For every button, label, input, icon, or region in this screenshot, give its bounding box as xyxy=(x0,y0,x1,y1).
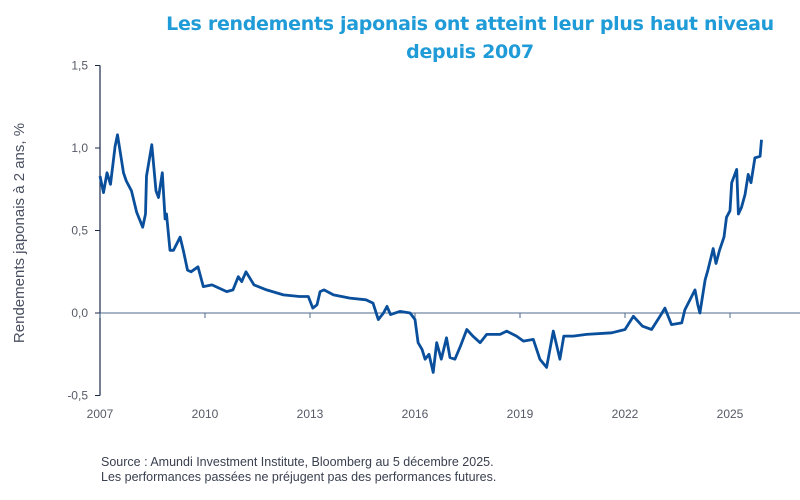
x-tick-label: 2025 xyxy=(717,407,744,421)
y-tick-label: 0,0 xyxy=(71,306,88,320)
y-tick-label: 1,0 xyxy=(71,141,88,155)
x-tick-label: 2007 xyxy=(87,407,114,421)
chart-title-line-1: Les rendements japonais ont atteint leur… xyxy=(166,13,774,35)
series-line-jgb-2y-yield xyxy=(98,133,763,374)
x-tick-label: 2019 xyxy=(507,407,534,421)
source-note: Source : Amundi Investment Institute, Bl… xyxy=(101,455,494,469)
chart-title-line-2: depuis 2007 xyxy=(406,41,534,63)
chart-title: Les rendements japonais ont atteint leur… xyxy=(130,10,800,66)
x-tick-label: 2016 xyxy=(402,407,429,421)
disclaimer-note: Les performances passées ne préjugent pa… xyxy=(101,470,497,484)
series-group xyxy=(98,133,763,374)
x-tick-label: 2022 xyxy=(612,407,639,421)
y-axis-label: Rendements japonais à 2 ans, % xyxy=(11,123,28,343)
y-tick-label: 1,5 xyxy=(71,59,88,73)
chart-footer: Source : Amundi Investment Institute, Bl… xyxy=(101,455,496,485)
y-tick-label: -0,5 xyxy=(67,389,88,403)
y-tick-label: 0,5 xyxy=(71,224,88,238)
x-tick-label: 2013 xyxy=(297,407,324,421)
x-tick-label: 2010 xyxy=(192,407,219,421)
